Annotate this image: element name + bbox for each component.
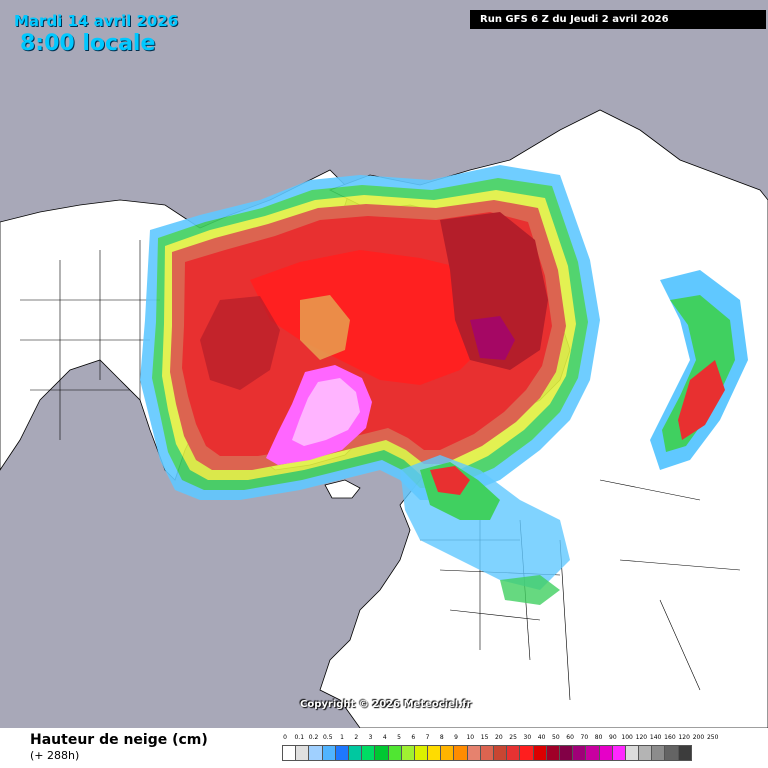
scale-label: 25 [509,734,517,741]
legend-forecast-hour: (+ 288h) [30,749,80,762]
scale-swatch [558,745,574,761]
scale-label: 0.5 [322,734,333,741]
east-asia-snow [650,270,748,470]
scale-label: 0 [283,734,287,741]
scale-label: 0.2 [308,734,319,741]
legend-bar: Hauteur de neige (cm) (+ 288h) 0 0.1 0.2 0.… [0,728,768,768]
color-scale: 0 0.1 0.2 0.5 1 2 3 4 5 6 7 8 9 10 15 20 25 30 40 50 60 70 80 9… [282,734,752,766]
scale-swatch [413,745,429,761]
scale-label: 7 [425,734,430,741]
scale-swatch [611,745,626,761]
scale-swatch [519,745,534,761]
scale-swatch [545,745,560,761]
run-info-bar: Run GFS 6 Z du Jeudi 2 avril 2026 [470,10,766,29]
scale-swatch [282,745,297,761]
scale-swatch [585,745,600,761]
scale-swatch [572,745,587,761]
scale-label: 120 [678,734,690,741]
scale-label: 80 [594,734,603,741]
scale-label: 20 [495,734,503,741]
scale-swatch [361,745,376,761]
scale-swatch [493,745,508,761]
greenland-snow [266,365,372,465]
scale-swatch [400,745,415,761]
scale-swatch [453,745,468,761]
scale-swatch [506,745,521,761]
scale-label: 0.1 [294,734,305,741]
scale-label: 200 [692,734,705,741]
scale-label: 250 [706,734,719,741]
scale-swatch [466,745,481,761]
scale-swatch [347,745,363,761]
scale-swatch [295,745,310,761]
scale-label: 2 [354,734,359,741]
scale-label: 9 [454,734,458,741]
scale-swatch [479,745,494,761]
europe-snow [400,455,570,605]
scale-label: 1 [340,734,344,741]
scale-swatch [638,745,653,761]
scale-label: 50 [552,734,560,741]
forecast-date: Mardi 14 avril 2026 [14,12,179,30]
scale-swatch [321,745,336,761]
snow-depth-map [0,109,768,728]
scale-swatch [532,745,547,761]
scale-label: 90 [609,734,617,741]
copyright-text: Copyright © 2026 Meteociel.fr [300,699,472,710]
scale-label: 30 [523,734,532,741]
scale-label: 40 [537,734,546,741]
scale-label: 4 [382,734,387,741]
scale-swatch [651,745,666,761]
scale-label: 3 [368,734,373,741]
scale-swatch [427,745,442,761]
scale-swatch [308,745,323,761]
scale-label: 70 [580,734,589,741]
legend-title: Hauteur de neige (cm) [30,732,208,748]
scale-swatch [664,745,679,761]
scale-swatch [624,745,640,761]
scale-label: 5 [397,734,401,741]
scale-label: 60 [566,734,574,741]
scale-swatch [374,745,389,761]
scale-swatch [387,745,402,761]
scale-label: 140 [649,734,662,741]
scale-labels: 0 0.1 0.2 0.5 1 2 3 4 5 6 7 8 9 10 15 20 25 30 40 50 60 70 80 9… [282,734,752,744]
forecast-time: 8:00 locale [20,31,156,56]
scale-label: 6 [411,734,416,741]
scale-swatch [598,745,613,761]
snow-core [170,200,566,470]
scale-swatches [282,745,692,761]
scale-label: 120 [635,734,648,741]
scale-label: 160 [664,734,676,741]
scale-swatch [334,745,349,761]
scale-label: 10 [466,734,475,741]
scale-label: 15 [480,734,489,741]
scale-swatch [677,745,692,761]
scale-label: 100 [621,734,633,741]
iceland-land [324,479,361,499]
scale-swatch [440,745,455,761]
scale-label: 8 [439,734,444,741]
